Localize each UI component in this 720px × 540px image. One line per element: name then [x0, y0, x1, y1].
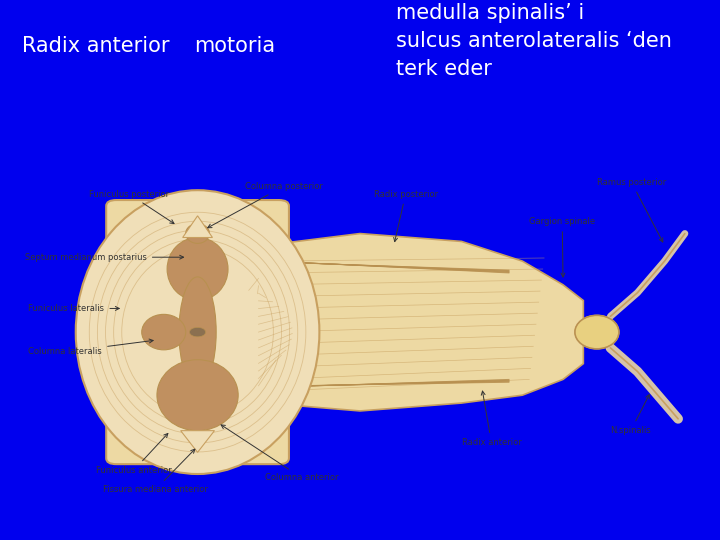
Text: Gargion spinale: Gargion spinale: [529, 217, 595, 277]
Text: Radix posterior: Radix posterior: [374, 190, 438, 241]
Text: Columna anterior: Columna anterior: [221, 425, 338, 482]
Text: N.spinalis: N.spinalis: [611, 395, 651, 435]
Text: Ramus posterior: Ramus posterior: [597, 178, 666, 242]
Polygon shape: [265, 233, 583, 411]
Polygon shape: [181, 431, 215, 453]
Text: motoria: motoria: [194, 36, 276, 56]
Text: Fissura mediana anterior: Fissura mediana anterior: [103, 449, 207, 494]
Text: Columna lateralis: Columna lateralis: [28, 339, 153, 356]
Text: Radix anterior: Radix anterior: [462, 391, 521, 447]
Ellipse shape: [179, 277, 216, 387]
Ellipse shape: [76, 190, 320, 474]
Circle shape: [189, 327, 206, 337]
Text: Columna posterior: Columna posterior: [208, 182, 323, 228]
Text: Septum medianum postarius: Septum medianum postarius: [25, 253, 184, 262]
Ellipse shape: [575, 315, 619, 349]
Ellipse shape: [186, 224, 210, 244]
Text: Funiculus posterior: Funiculus posterior: [89, 190, 174, 224]
Ellipse shape: [157, 360, 238, 431]
Ellipse shape: [167, 238, 228, 301]
Text: Funiculus anterior: Funiculus anterior: [96, 434, 172, 475]
Text: Radix anterior: Radix anterior: [22, 36, 169, 56]
Text: Funiculus lateralis: Funiculus lateralis: [28, 304, 120, 313]
Ellipse shape: [142, 314, 186, 350]
FancyBboxPatch shape: [107, 200, 289, 464]
Polygon shape: [183, 216, 212, 238]
Text: medulla spinalis’ i
sulcus anterolateralis ‘den
terk eder: medulla spinalis’ i sulcus anterolateral…: [396, 3, 672, 79]
